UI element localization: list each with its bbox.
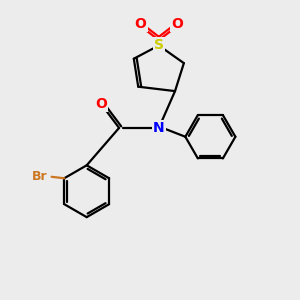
Text: O: O <box>171 17 183 31</box>
Text: O: O <box>135 17 146 31</box>
Text: Br: Br <box>32 170 47 183</box>
Text: S: S <box>154 38 164 52</box>
Text: O: O <box>95 98 107 111</box>
Text: N: N <box>153 121 165 135</box>
